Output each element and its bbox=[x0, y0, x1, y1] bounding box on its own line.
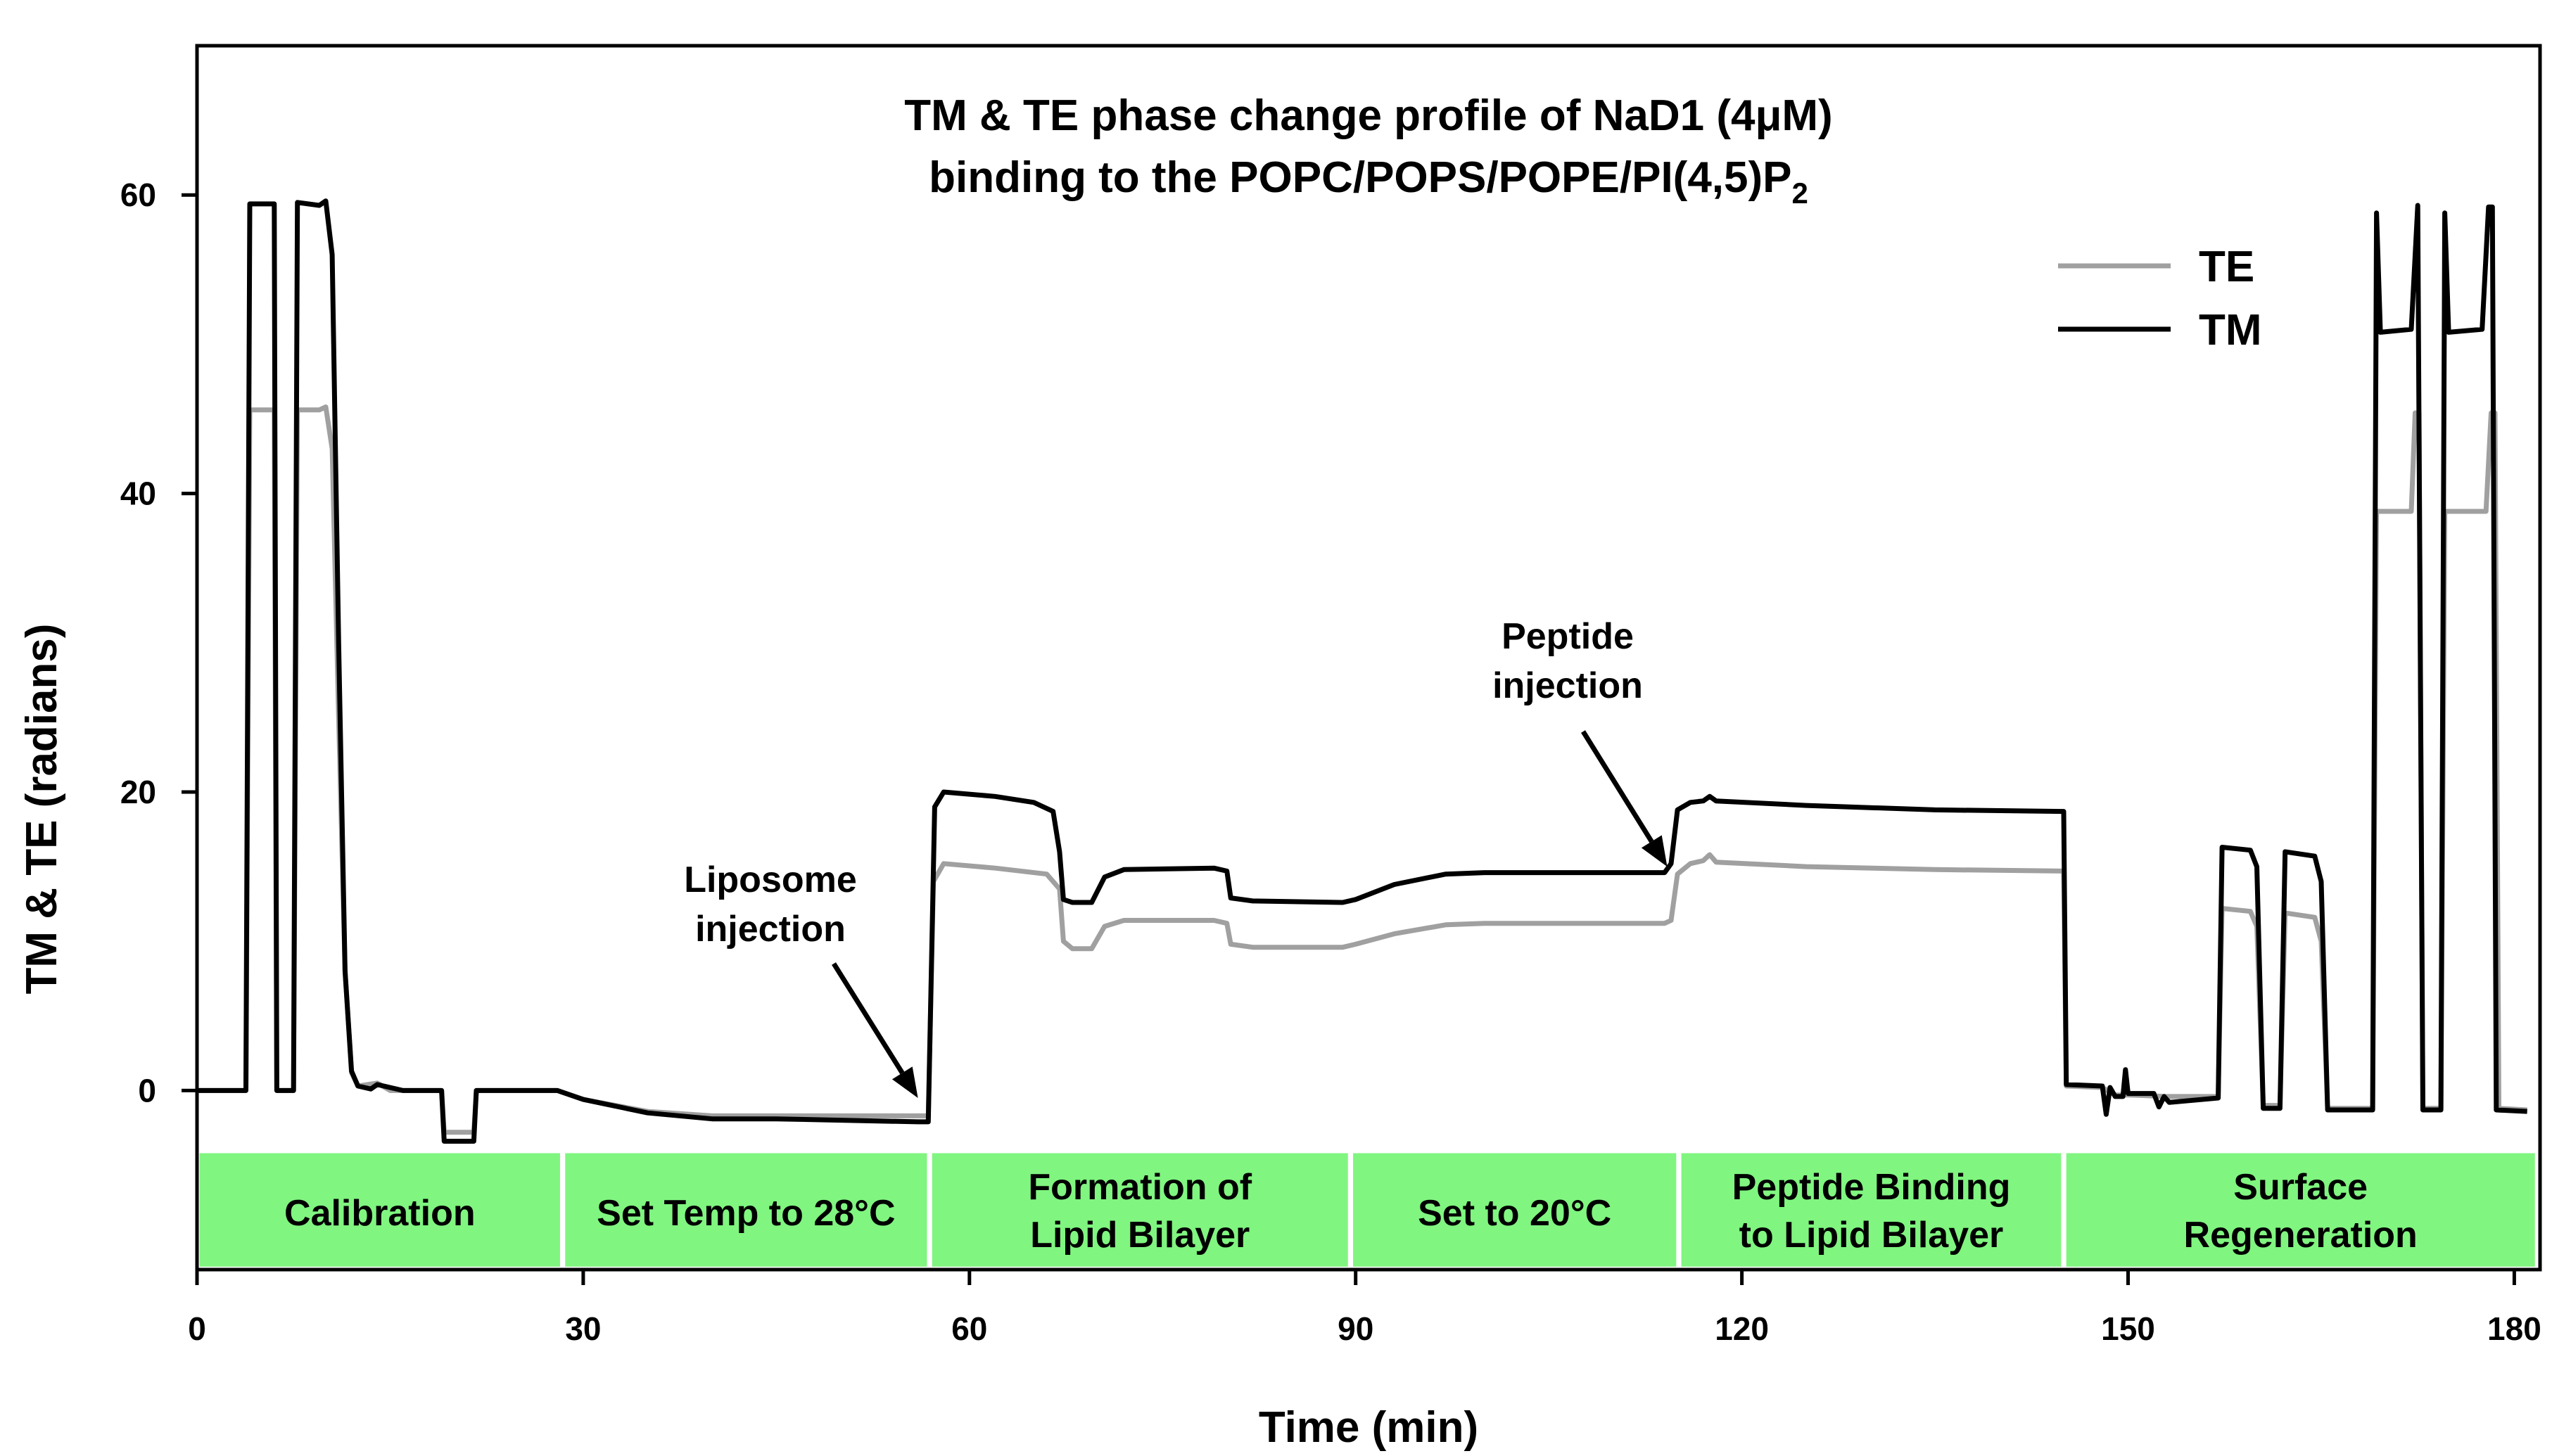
annotation-text: injection bbox=[695, 909, 846, 950]
phase-label: Set to 20°C bbox=[1418, 1193, 1611, 1234]
phase-label: Peptide Binding bbox=[1732, 1167, 2011, 1208]
x-tick-label: 90 bbox=[1338, 1310, 1373, 1347]
chart-subtitle-subscript: 2 bbox=[1792, 177, 1808, 210]
annotation-text: Liposome bbox=[684, 860, 857, 900]
x-tick-label: 0 bbox=[188, 1310, 206, 1347]
series-line-te bbox=[197, 404, 2527, 1135]
phase-label: Set Temp to 28°C bbox=[597, 1193, 895, 1234]
legend: TE TM bbox=[2058, 243, 2262, 355]
x-axis-ticks: 0 30 60 90 120 150 180 bbox=[188, 1270, 2541, 1347]
chart-subtitle: binding to the POPC/POPS/POPE/PI(4,5)P2 bbox=[929, 153, 1808, 210]
x-axis-title: Time (min) bbox=[1259, 1403, 1478, 1452]
phase-label: Regeneration bbox=[2184, 1215, 2418, 1256]
x-tick-label: 180 bbox=[2487, 1310, 2541, 1347]
annotation-text: injection bbox=[1492, 665, 1643, 706]
annotation-text: Peptide bbox=[1502, 616, 1634, 657]
series-lines bbox=[197, 198, 2527, 1144]
y-axis-title: TM & TE (radians) bbox=[18, 623, 66, 994]
phase-band bbox=[2066, 1153, 2535, 1267]
phase-band bbox=[1681, 1153, 2062, 1267]
annotations: Liposome injection Peptide injection bbox=[684, 616, 1668, 1098]
series-line-tm bbox=[197, 198, 2527, 1144]
annotation-arrowhead bbox=[891, 1066, 918, 1098]
phase-label: Calibration bbox=[284, 1193, 476, 1234]
phase-band bbox=[932, 1153, 1348, 1267]
phase-band bbox=[565, 1153, 927, 1267]
y-tick-label: 20 bbox=[120, 774, 156, 810]
x-tick-label: 150 bbox=[2101, 1310, 2155, 1347]
phase-label: to Lipid Bilayer bbox=[1739, 1215, 2004, 1256]
phase-band bbox=[199, 1153, 560, 1267]
y-tick-label: 60 bbox=[120, 177, 156, 213]
y-tick-label: 0 bbox=[138, 1072, 156, 1109]
x-tick-label: 120 bbox=[1715, 1310, 1769, 1347]
annotation-arrow bbox=[832, 962, 905, 1075]
y-axis-ticks: 0 20 40 60 bbox=[120, 177, 197, 1109]
phase-band bbox=[1353, 1153, 1677, 1267]
chart-title: TM & TE phase change profile of NaD1 (4μ… bbox=[904, 91, 1832, 140]
x-tick-label: 60 bbox=[951, 1310, 987, 1347]
phase-label: Lipid Bilayer bbox=[1030, 1215, 1250, 1256]
legend-label: TE bbox=[2199, 243, 2254, 291]
annotation-arrow bbox=[1581, 730, 1654, 843]
plot-frame bbox=[195, 44, 2542, 1272]
y-tick-label: 40 bbox=[120, 475, 156, 512]
x-tick-label: 30 bbox=[565, 1310, 601, 1347]
phase-bands: Calibration Set Temp to 28°C Formation of L… bbox=[199, 1153, 2535, 1267]
phase-label: Formation of bbox=[1028, 1167, 1252, 1208]
chart-subtitle-main: binding to the POPC/POPS/POPE/PI(4,5)P bbox=[929, 153, 1791, 202]
phase-label: Surface bbox=[2233, 1167, 2368, 1208]
legend-label: TM bbox=[2199, 306, 2262, 355]
annotation-arrowhead bbox=[1641, 835, 1668, 867]
